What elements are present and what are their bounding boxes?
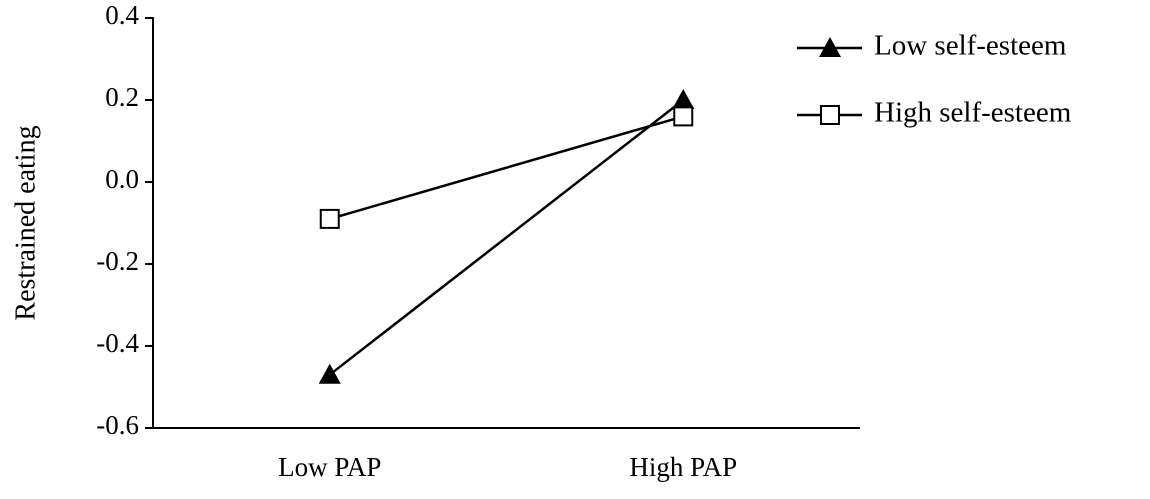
data-point xyxy=(673,106,694,127)
series-line xyxy=(328,99,685,376)
series-line xyxy=(329,115,684,221)
data-point xyxy=(319,208,340,229)
legend-label: High self-esteem xyxy=(874,97,1072,129)
legend-marker xyxy=(819,37,841,57)
y-tick-label: 0.4 xyxy=(105,0,139,30)
y-tick-label: -0.6 xyxy=(96,410,139,440)
x-tick-label: High PAP xyxy=(629,452,737,482)
y-tick-label: -0.4 xyxy=(96,328,139,358)
legend-label: Low self-esteem xyxy=(874,30,1067,62)
y-tick-label: -0.2 xyxy=(96,246,139,276)
data-point xyxy=(318,363,341,384)
legend-marker xyxy=(820,105,840,125)
y-tick-label: 0.2 xyxy=(105,82,139,112)
y-tick-label: 0.0 xyxy=(105,164,139,194)
x-tick-label: Low PAP xyxy=(278,452,381,482)
data-point xyxy=(672,89,695,109)
y-axis-label: Restrained eating xyxy=(10,125,41,320)
